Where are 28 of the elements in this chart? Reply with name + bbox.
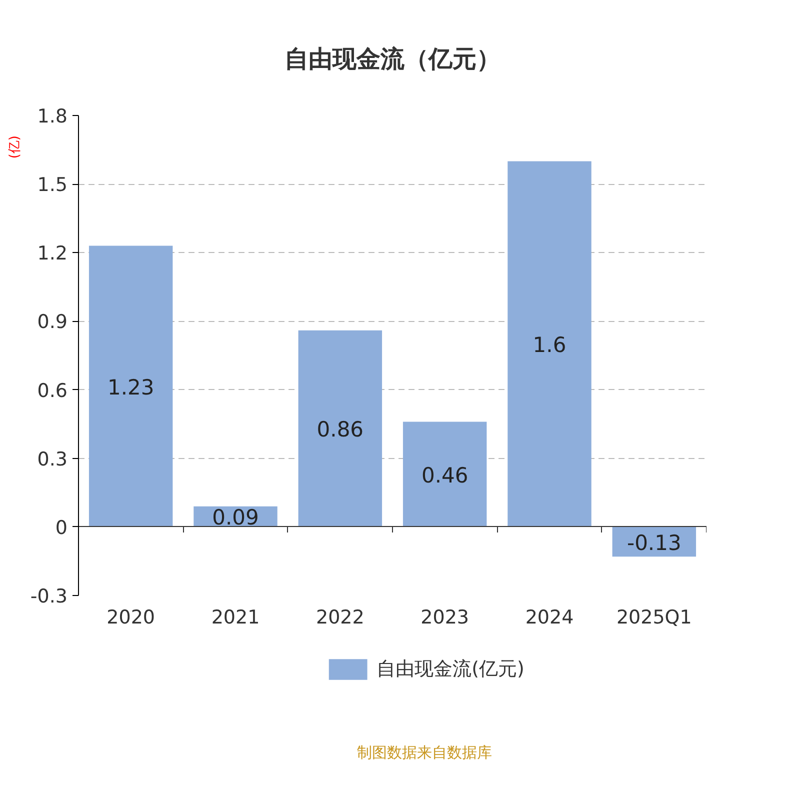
y-tick-label: 1.8 — [37, 106, 68, 128]
chart-title: 自由现金流（亿元） — [284, 45, 500, 73]
x-tick-label: 2024 — [525, 606, 574, 628]
y-tick-label: 0.6 — [37, 380, 68, 402]
data-label: 0.86 — [316, 418, 364, 442]
text: 制图数据来自数据库 — [357, 744, 492, 762]
x-tick-label: 2023 — [420, 606, 470, 628]
bar — [508, 161, 592, 527]
y-tick-label: 0.3 — [37, 448, 68, 470]
x-tick-label: 2022 — [316, 606, 364, 628]
data-label: -0.13 — [627, 530, 682, 555]
y-tick-label: 1.5 — [37, 174, 68, 196]
data-label: 1.6 — [532, 333, 566, 358]
x-tick-label: 2020 — [106, 606, 156, 628]
y-tick-label: 0.9 — [37, 311, 68, 334]
bar — [88, 246, 173, 527]
x-tick-label: 2021 — [211, 606, 260, 628]
y-tick-label: -0.3 — [30, 586, 68, 608]
bar — [298, 330, 382, 527]
y-axis-title: (亿) — [8, 135, 22, 159]
data-label: 0.09 — [212, 506, 259, 530]
y-tick-label: 0 — [55, 516, 68, 539]
data-label: 0.46 — [421, 463, 468, 488]
x-tick-label: 2025Q1 — [616, 606, 692, 628]
data-label: 1.23 — [107, 375, 154, 400]
y-tick-label: 1.2 — [37, 242, 68, 265]
legend-label: 自由现金流(亿元) — [376, 657, 524, 682]
bar — [402, 422, 487, 527]
